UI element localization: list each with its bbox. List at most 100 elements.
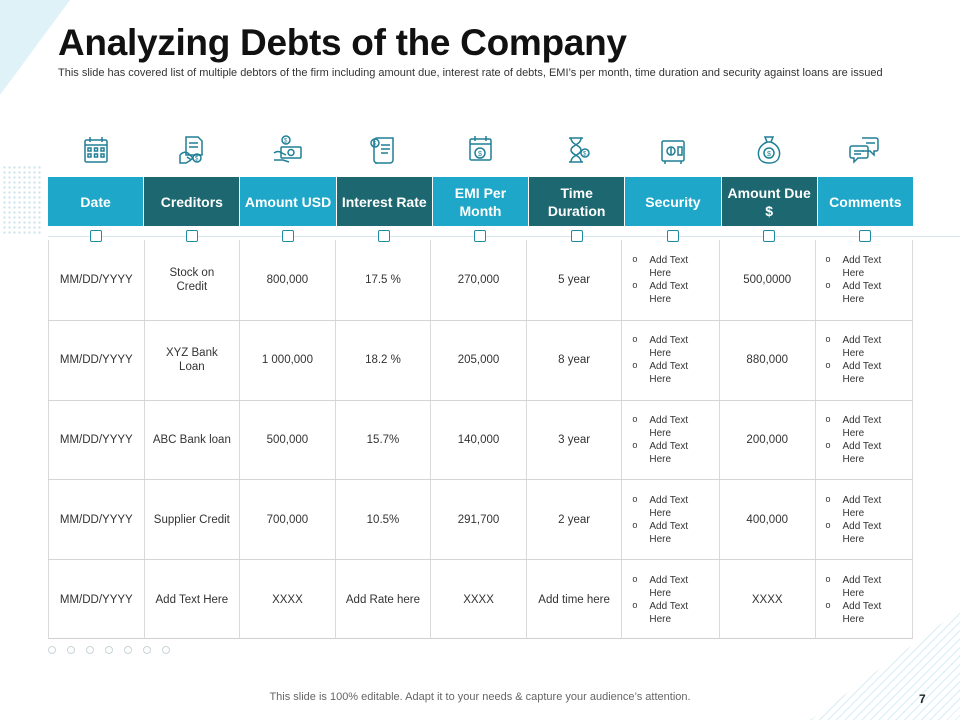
dot-decoration (105, 646, 113, 654)
table-row: MM/DD/YYYY ABC Bank loan 500,000 15.7% 1… (48, 399, 914, 480)
svg-text:$: $ (284, 139, 288, 145)
dot-decoration (67, 646, 75, 654)
bullet-item: Add Text Here (826, 359, 905, 386)
column-checkbox[interactable] (666, 230, 679, 242)
dot-decoration (143, 646, 151, 654)
bullet-item: Add Text Here (632, 279, 711, 306)
header-creditors: Creditors (144, 177, 241, 226)
cell-security: Add Text Here Add Text Here (622, 320, 720, 400)
footer-note: This slide is 100% editable. Adapt it to… (269, 691, 691, 703)
money-hand-icon: $ (240, 128, 336, 172)
bullet-item: Add Text Here (826, 599, 905, 626)
header-date: Date (48, 177, 145, 226)
table-row: MM/DD/YYYY Supplier Credit 700,000 10.5%… (48, 479, 914, 560)
creditor-document-icon: $ (144, 128, 240, 172)
dot-decoration-row (48, 646, 170, 654)
debts-table: MM/DD/YYYY Stock on Credit 800,000 17.5 … (48, 240, 914, 639)
cell-comments: Add Text Here Add Text Here (816, 400, 914, 480)
cell-amount-due: 880,000 (720, 320, 816, 400)
table-row: MM/DD/YYYY XYZ Bank Loan 1 000,000 18.2 … (48, 319, 914, 400)
cell-date: MM/DD/YYYY (48, 240, 145, 320)
bullet-item: Add Text Here (826, 279, 905, 306)
money-bag-icon: $ (721, 128, 817, 172)
bullet-item: Add Text Here (826, 573, 905, 600)
cell-security: Add Text Here Add Text Here (622, 560, 720, 639)
cell-duration: 5 year (527, 240, 623, 320)
dot-decoration (48, 646, 56, 654)
cell-amount-due: XXXX (720, 560, 816, 639)
cell-emi: XXXX (431, 560, 527, 639)
header-interest-rate: Interest Rate (336, 177, 433, 226)
header-amount-due: Amount Due $ (721, 177, 818, 226)
cell-creditor: XYZ Bank Loan (145, 320, 241, 400)
column-checkbox[interactable] (762, 230, 775, 242)
bullet-item: Add Text Here (632, 573, 711, 600)
column-checkbox[interactable] (474, 230, 487, 242)
dot-pattern-decoration (2, 165, 42, 235)
cell-amount: 800,000 (240, 240, 336, 320)
header-amount-usd: Amount USD (240, 177, 337, 226)
cell-rate: 10.5% (336, 480, 432, 560)
cell-amount: XXXX (240, 560, 336, 639)
svg-text:$: $ (478, 151, 482, 158)
cell-creditor: Stock on Credit (145, 240, 241, 320)
cell-security: Add Text Here Add Text Here (622, 480, 720, 560)
chat-bubbles-icon (817, 128, 913, 172)
cell-date: MM/DD/YYYY (48, 320, 145, 400)
column-checkbox[interactable] (186, 230, 199, 242)
column-checkbox[interactable] (378, 230, 391, 242)
bullet-item: Add Text Here (826, 519, 905, 546)
cell-emi: 291,700 (431, 480, 527, 560)
cell-date: MM/DD/YYYY (48, 560, 145, 639)
cell-duration: 8 year (527, 320, 623, 400)
cell-duration: 3 year (527, 400, 623, 480)
cell-comments: Add Text Here Add Text Here (816, 560, 914, 639)
column-checkbox[interactable] (90, 230, 103, 242)
cell-rate: 15.7% (336, 400, 432, 480)
cell-comments: Add Text Here Add Text Here (816, 320, 914, 400)
cell-amount-due: 400,000 (720, 480, 816, 560)
cell-security: Add Text Here Add Text Here (622, 400, 720, 480)
column-checkbox[interactable] (858, 230, 871, 242)
bullet-item: Add Text Here (632, 493, 711, 520)
bullet-item: Add Text Here (632, 253, 711, 280)
bullet-item: Add Text Here (632, 519, 711, 546)
bullet-item: Add Text Here (826, 493, 905, 520)
cell-creditor: Supplier Credit (145, 480, 241, 560)
svg-text:$: $ (373, 142, 377, 148)
dot-decoration (124, 646, 132, 654)
cell-date: MM/DD/YYYY (48, 480, 145, 560)
calendar-icon (48, 128, 144, 172)
slide-title: Analyzing Debts of the Company (58, 22, 627, 63)
bullet-item: Add Text Here (826, 439, 905, 466)
table-row: MM/DD/YYYY Add Text Here XXXX Add Rate h… (48, 559, 914, 639)
header-emi-per-month: EMI Per Month (432, 177, 530, 226)
cell-emi: 205,000 (431, 320, 527, 400)
header-time-duration: Time Duration (529, 177, 626, 226)
cell-duration: 2 year (527, 480, 623, 560)
page-number: 7 (919, 692, 926, 706)
bullet-item: Add Text Here (826, 413, 905, 440)
cell-amount: 1 000,000 (240, 320, 336, 400)
dot-decoration (86, 646, 94, 654)
svg-text:$: $ (767, 151, 771, 158)
cell-amount: 500,000 (240, 400, 336, 480)
bullet-item: Add Text Here (632, 413, 711, 440)
cell-emi: 140,000 (431, 400, 527, 480)
column-checkbox[interactable] (570, 230, 583, 242)
column-checkbox[interactable] (282, 230, 295, 242)
bullet-item: Add Text Here (632, 359, 711, 386)
column-checkboxes (48, 230, 913, 243)
header-security: Security (625, 177, 722, 226)
header-comments: Comments (817, 177, 913, 226)
cell-creditor: Add Text Here (145, 560, 241, 639)
emi-calendar-icon: $ (432, 128, 528, 172)
table-header: Date Creditors Amount USD Interest Rate … (48, 177, 913, 226)
slide-subtitle: This slide has covered list of multiple … (58, 67, 883, 79)
cell-comments: Add Text Here Add Text Here (816, 240, 914, 320)
bullet-item: Add Text Here (632, 439, 711, 466)
cell-amount-due: 500,0000 (720, 240, 816, 320)
bullet-item: Add Text Here (632, 599, 711, 626)
svg-text:$: $ (195, 157, 199, 163)
table-row: MM/DD/YYYY Stock on Credit 800,000 17.5 … (48, 240, 914, 320)
